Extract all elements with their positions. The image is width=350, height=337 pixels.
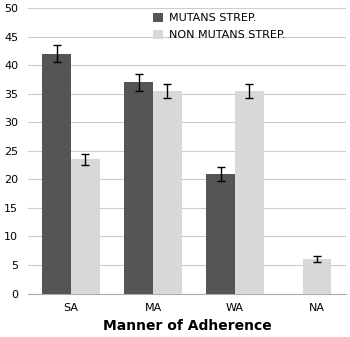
- Bar: [303, 259, 331, 294]
- Bar: [42, 54, 71, 294]
- X-axis label: Manner of Adherence: Manner of Adherence: [103, 319, 271, 333]
- Bar: [153, 91, 182, 294]
- Bar: [235, 91, 264, 294]
- Bar: [71, 159, 100, 294]
- Bar: [125, 82, 153, 294]
- Bar: [206, 174, 235, 294]
- Legend: MUTANS STREP., NON MUTANS STREP.: MUTANS STREP., NON MUTANS STREP.: [149, 8, 290, 44]
